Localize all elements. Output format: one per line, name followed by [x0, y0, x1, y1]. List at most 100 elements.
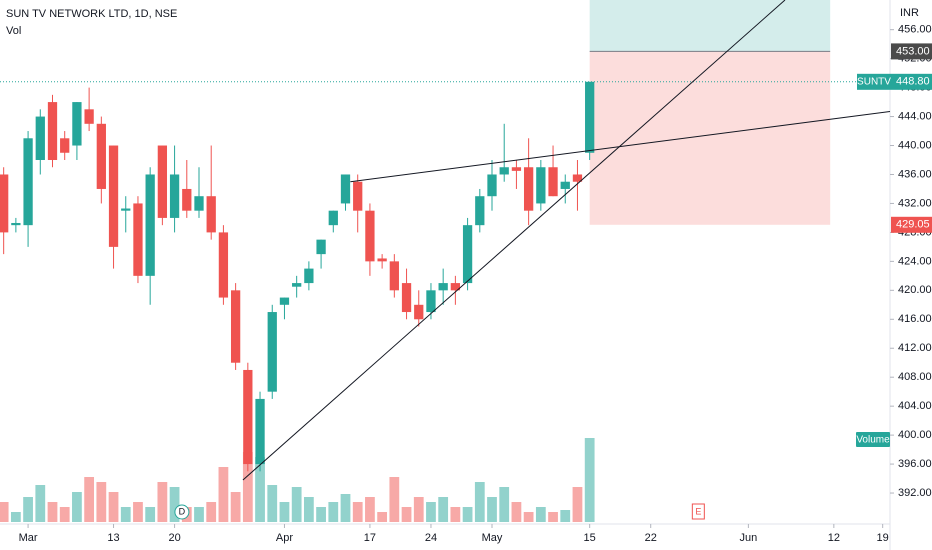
volume-bar	[523, 512, 534, 522]
candle-body	[462, 225, 473, 284]
candle-body	[157, 145, 168, 218]
candle-body	[304, 268, 314, 284]
x-tick-label: 24	[425, 532, 437, 544]
candle-body	[475, 196, 485, 226]
entry-price-label-bg	[891, 43, 932, 60]
volume-bar	[462, 507, 473, 522]
x-tick-label: 20	[168, 532, 180, 544]
candle-body	[401, 283, 412, 313]
last-price-label-bg	[891, 73, 932, 90]
candle-body	[523, 167, 534, 211]
candle-body	[206, 196, 216, 233]
volume-bar	[267, 485, 278, 522]
candle-body	[450, 283, 461, 291]
candle-body	[365, 210, 375, 262]
candle-body	[353, 181, 363, 211]
volume-bar	[365, 497, 375, 522]
candle-body	[328, 210, 338, 226]
volume-bar	[352, 502, 363, 522]
volume-bar	[316, 507, 326, 522]
candle-body	[96, 123, 106, 189]
volume-bar	[59, 507, 70, 522]
volume-bar	[548, 512, 558, 522]
volume-bar	[511, 502, 522, 522]
chart-title: SUN TV NETWORK LTD, 1D, NSE	[6, 8, 177, 20]
candle-body	[0, 174, 9, 233]
candle-body	[426, 290, 436, 313]
candle-body	[182, 188, 192, 211]
vol-label: Vol	[6, 25, 21, 37]
volume-bar	[84, 477, 95, 522]
candle-body	[316, 239, 326, 255]
y-tick-label: 420.00	[898, 284, 932, 296]
y-tick-label: 440.00	[898, 139, 932, 151]
candle-body	[60, 138, 70, 153]
candle-body	[11, 222, 21, 226]
candle-body	[292, 283, 302, 287]
candle-body	[121, 208, 131, 211]
volume-bar	[157, 482, 168, 522]
candle-body	[585, 81, 595, 153]
volume-bar	[108, 492, 119, 522]
volume-bar	[474, 482, 485, 522]
trendline	[242, 0, 786, 481]
y-tick-label: 408.00	[898, 371, 932, 383]
candle-body	[133, 203, 143, 276]
y-tick-label: 412.00	[898, 342, 932, 354]
candle-body	[218, 232, 229, 298]
volume-bar	[438, 497, 449, 522]
volume-bar	[389, 477, 400, 522]
volume-bar	[426, 502, 436, 522]
volume-bar	[47, 502, 58, 522]
volume-bar	[218, 467, 229, 522]
volume-bar	[413, 497, 424, 522]
y-tick-label: 432.00	[898, 197, 932, 209]
x-tick-label: 15	[584, 532, 596, 544]
x-tick-label: Jun	[740, 532, 758, 544]
volume-bar	[291, 487, 302, 522]
volume-bar	[23, 497, 33, 522]
y-tick-label: 396.00	[898, 458, 932, 470]
candle-body	[145, 174, 155, 276]
candle-body	[23, 138, 33, 226]
entry-price-label: 453.00	[896, 45, 930, 57]
volume-bar	[194, 507, 204, 522]
volume-bar	[242, 452, 253, 522]
candle-body	[108, 145, 119, 247]
candle-body	[35, 116, 45, 161]
x-tick-label: 12	[828, 532, 840, 544]
x-tick-label: 17	[364, 532, 376, 544]
currency: INR	[900, 7, 919, 19]
volume-bar	[487, 497, 497, 522]
x-tick-label: 19	[877, 532, 889, 544]
position-loss	[589, 51, 831, 225]
volume-bar	[572, 487, 583, 522]
volume-bar	[535, 507, 546, 522]
volume-bar	[279, 502, 290, 522]
candle-body	[536, 167, 546, 204]
candle-body	[72, 102, 82, 146]
volume-bar	[230, 492, 241, 522]
x-tick-label: Apr	[276, 532, 293, 544]
volume-bar	[169, 487, 180, 522]
volume-bar	[35, 485, 46, 522]
candle-body	[572, 174, 583, 182]
x-tick-label: May	[482, 532, 503, 544]
volume-bar	[120, 507, 131, 522]
x-tick-label: 13	[107, 532, 119, 544]
x-tick-label: 22	[645, 532, 657, 544]
event-marker	[174, 504, 190, 520]
candle-body	[194, 196, 204, 211]
x-tick-label: Mar	[19, 532, 38, 544]
candle-body	[499, 167, 509, 175]
volume-bar	[401, 507, 412, 522]
volume-bar	[0, 502, 9, 522]
volume-bar	[206, 502, 217, 522]
candle-body	[560, 181, 570, 189]
symbol-label-bg	[857, 73, 891, 90]
volume-bar	[72, 492, 82, 522]
y-tick-label: 456.00	[898, 24, 932, 36]
candle-body	[84, 109, 94, 124]
